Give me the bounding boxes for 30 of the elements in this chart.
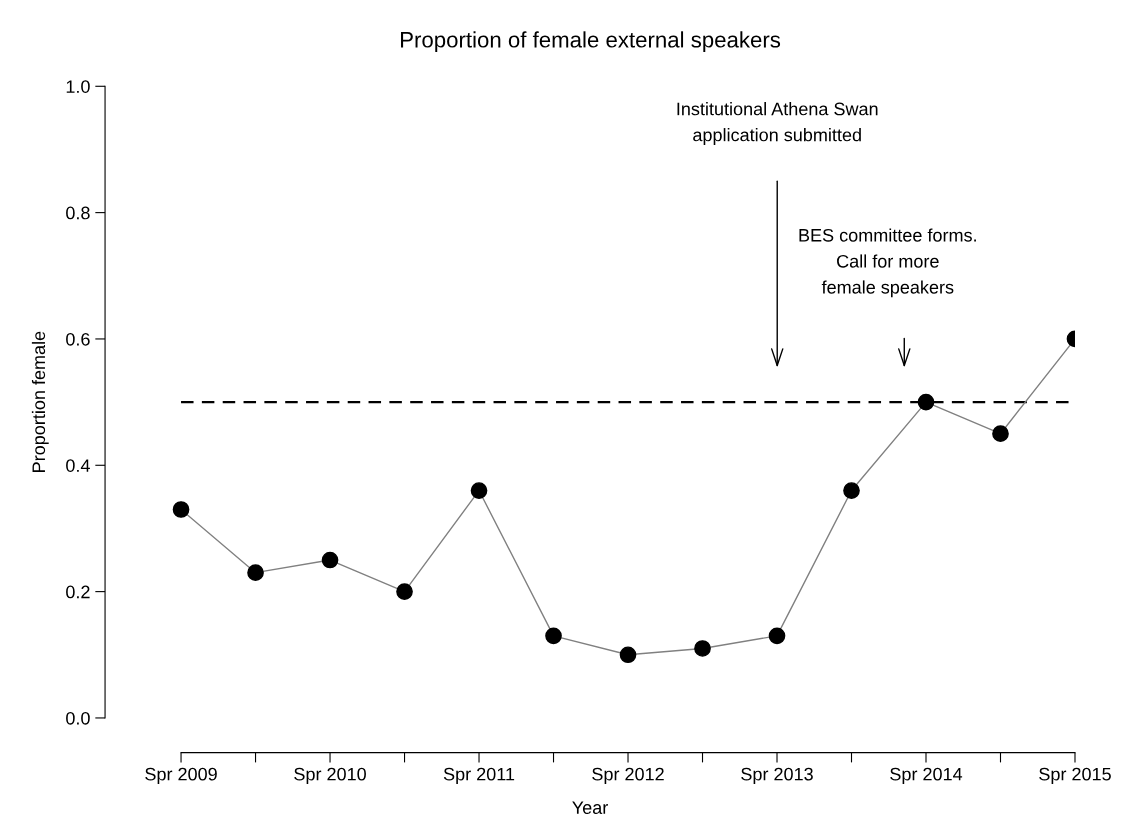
x-axis-title: Year xyxy=(572,801,608,814)
x-tick-label: Spr 2009 xyxy=(145,767,217,785)
y-tick-label: 1.0 xyxy=(66,80,90,93)
x-tick-label: Spr 2015 xyxy=(1039,767,1111,785)
y-tick-label: 0.8 xyxy=(66,206,90,220)
point xyxy=(545,627,562,645)
point xyxy=(768,627,786,645)
point xyxy=(619,646,637,664)
x-tick-label: Spr 2011 xyxy=(443,767,515,785)
point xyxy=(470,482,488,499)
x-tick-label: Spr 2012 xyxy=(592,767,664,785)
point xyxy=(172,501,190,518)
point xyxy=(843,482,860,499)
x-tick-label: Spr 2013 xyxy=(741,767,813,785)
x-tick-label: Spr 2010 xyxy=(294,767,366,785)
point xyxy=(992,425,1009,443)
y-tick-label: 0.6 xyxy=(66,332,90,346)
y-axis-title: Proportion female xyxy=(31,331,49,472)
point xyxy=(694,640,711,657)
point xyxy=(247,564,264,581)
x-tick-label: Spr 2014 xyxy=(890,767,963,785)
point xyxy=(321,551,339,569)
point xyxy=(396,583,413,600)
annotation: BES committee forms. Call for more female speakers xyxy=(799,228,976,298)
point xyxy=(917,393,935,411)
y-tick-label: 0.2 xyxy=(66,585,90,599)
y-tick-label: 0.4 xyxy=(66,459,90,472)
annotation: Institutional Athena Swan application submitted xyxy=(677,102,878,145)
chart-title: Proportion of female external speakers xyxy=(401,31,781,53)
y-tick-label: 0.0 xyxy=(66,711,90,725)
